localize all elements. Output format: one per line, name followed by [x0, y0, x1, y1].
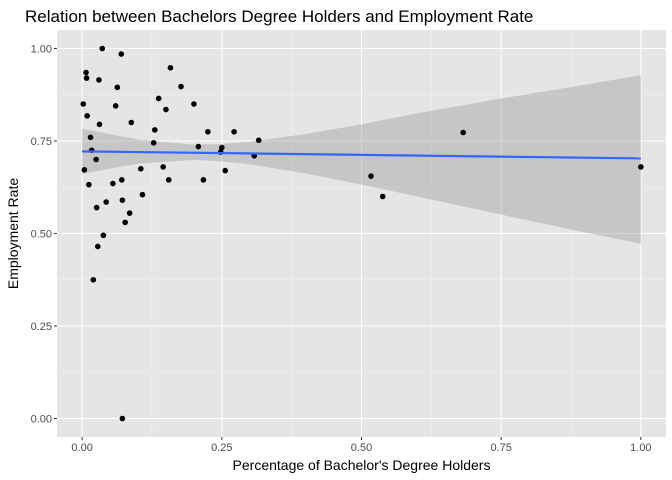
- y-tick-label: 0.75: [31, 136, 52, 148]
- major-gridlines: [57, 30, 666, 437]
- data-point: [205, 128, 211, 135]
- data-point: [99, 45, 106, 52]
- data-point: [460, 129, 466, 136]
- data-point: [119, 177, 125, 183]
- data-point: [178, 83, 184, 90]
- confidence-band-layer: [82, 75, 641, 244]
- data-point: [83, 69, 89, 76]
- data-point: [90, 276, 97, 283]
- chart-title: Relation between Bachelors Degree Holder…: [25, 7, 533, 26]
- x-tick-label: 1.00: [630, 442, 651, 454]
- x-tick-label: 0.25: [211, 442, 232, 454]
- data-point: [160, 164, 166, 170]
- x-axis-ticks: 0.00 0.25 0.50 0.75 1.00: [71, 437, 652, 454]
- data-point: [638, 164, 644, 170]
- y-tick-label: 0.00: [31, 414, 52, 426]
- x-tick-label: 0.75: [490, 442, 511, 454]
- data-point: [94, 243, 101, 250]
- data-point: [84, 113, 90, 119]
- data-point: [138, 165, 144, 172]
- data-point: [165, 177, 172, 183]
- x-tick-label: 0.00: [71, 442, 92, 454]
- data-point: [119, 415, 126, 422]
- data-point: [255, 137, 262, 144]
- data-point: [93, 156, 99, 163]
- trend-line-layer: [82, 150, 641, 160]
- data-point: [96, 77, 102, 83]
- data-point: [112, 103, 119, 109]
- data-point: [86, 181, 92, 188]
- data-point: [150, 140, 157, 146]
- data-point: [195, 143, 202, 150]
- y-axis-title: Employment Rate: [5, 178, 21, 289]
- x-axis-title: Percentage of Bachelor's Degree Holders: [233, 457, 491, 473]
- points-layer: [80, 45, 644, 422]
- data-point: [87, 134, 94, 141]
- data-point: [93, 204, 100, 211]
- data-point: [222, 167, 228, 174]
- data-point: [139, 191, 146, 198]
- data-point: [119, 197, 126, 203]
- data-point: [200, 177, 207, 183]
- data-point: [80, 101, 87, 107]
- data-point: [151, 127, 158, 133]
- data-point: [219, 144, 225, 151]
- data-point: [103, 199, 109, 205]
- confidence-band: [82, 75, 641, 244]
- data-point: [379, 193, 386, 200]
- data-point: [128, 119, 135, 126]
- data-point: [122, 219, 128, 226]
- y-tick-label: 0.50: [31, 229, 52, 241]
- data-point: [100, 232, 107, 239]
- y-axis-ticks: 0.00 0.25 0.50 0.75 1.00: [31, 44, 57, 426]
- data-point: [118, 51, 125, 57]
- trend-line: [82, 150, 641, 160]
- data-point: [114, 84, 121, 91]
- data-point: [368, 173, 374, 179]
- data-point: [83, 75, 90, 81]
- data-point: [81, 167, 88, 173]
- data-point: [163, 106, 169, 113]
- data-point: [167, 64, 174, 71]
- data-point: [231, 128, 237, 135]
- data-point: [110, 180, 116, 187]
- data-point: [155, 95, 162, 102]
- y-tick-label: 1.00: [31, 44, 52, 56]
- data-point: [96, 121, 103, 128]
- x-tick-label: 0.50: [351, 442, 372, 454]
- data-point: [126, 210, 133, 216]
- y-tick-label: 0.25: [31, 321, 52, 333]
- data-point: [191, 101, 197, 107]
